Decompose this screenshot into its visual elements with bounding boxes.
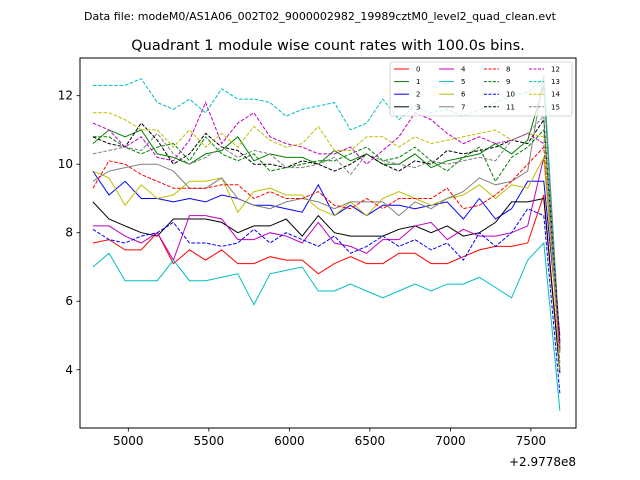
legend-label-9: 9 xyxy=(506,78,510,86)
x-tick-label: 5500 xyxy=(194,434,225,448)
y-tick-label: 6 xyxy=(65,294,73,308)
y-tick-label: 12 xyxy=(58,89,73,103)
series-line-0 xyxy=(92,194,561,370)
series-line-6 xyxy=(92,155,561,353)
x-tick-label: 7000 xyxy=(435,434,466,448)
legend-label-3: 3 xyxy=(416,103,420,111)
legend-label-6: 6 xyxy=(461,91,466,99)
legend-label-4: 4 xyxy=(461,66,466,74)
x-axis-ticks: 5000 5500 6000 6500 7000 7500 xyxy=(113,428,546,448)
legend-label-7: 7 xyxy=(461,103,465,111)
legend-label-8: 8 xyxy=(506,66,510,74)
series-line-3 xyxy=(92,197,561,374)
series-line-14 xyxy=(92,112,561,370)
legend-label-13: 13 xyxy=(551,78,560,86)
series-layer xyxy=(92,75,561,411)
legend-label-11: 11 xyxy=(506,103,515,111)
legend-label-10: 10 xyxy=(506,91,515,99)
series-line-5 xyxy=(92,241,561,411)
x-tick-label: 7500 xyxy=(516,434,547,448)
axes-frame xyxy=(79,57,577,429)
legend-label-14: 14 xyxy=(551,91,560,99)
legend-label-2: 2 xyxy=(416,91,420,99)
legend-label-0: 0 xyxy=(416,66,420,74)
y-tick-label: 10 xyxy=(58,157,73,171)
series-line-10 xyxy=(92,208,561,394)
y-tick-label: 8 xyxy=(65,226,73,240)
x-offset-label: +2.9778e8 xyxy=(509,455,576,469)
y-axis-ticks: 4 6 8 10 12 xyxy=(58,89,80,377)
x-tick-label: 6500 xyxy=(355,434,386,448)
chart-title: Quadrant 1 module wise count rates with … xyxy=(131,38,525,54)
series-line-11 xyxy=(92,118,561,343)
series-line-9 xyxy=(92,128,561,350)
series-line-15 xyxy=(92,115,561,363)
legend-label-12: 12 xyxy=(551,66,560,74)
legend-label-5: 5 xyxy=(461,78,465,86)
series-line-2 xyxy=(92,170,561,343)
suptitle: Data file: modeM0/AS1A06_002T02_90000029… xyxy=(84,10,557,23)
y-tick-label: 4 xyxy=(65,363,73,377)
legend-label-15: 15 xyxy=(551,103,560,111)
x-tick-label: 5000 xyxy=(113,434,144,448)
series-line-4 xyxy=(92,157,561,336)
x-tick-label: 6000 xyxy=(274,434,305,448)
series-line-7 xyxy=(92,75,561,346)
legend-box xyxy=(389,61,573,117)
series-line-12 xyxy=(92,101,561,350)
legend-label-1: 1 xyxy=(416,78,420,86)
series-line-8 xyxy=(92,145,561,346)
